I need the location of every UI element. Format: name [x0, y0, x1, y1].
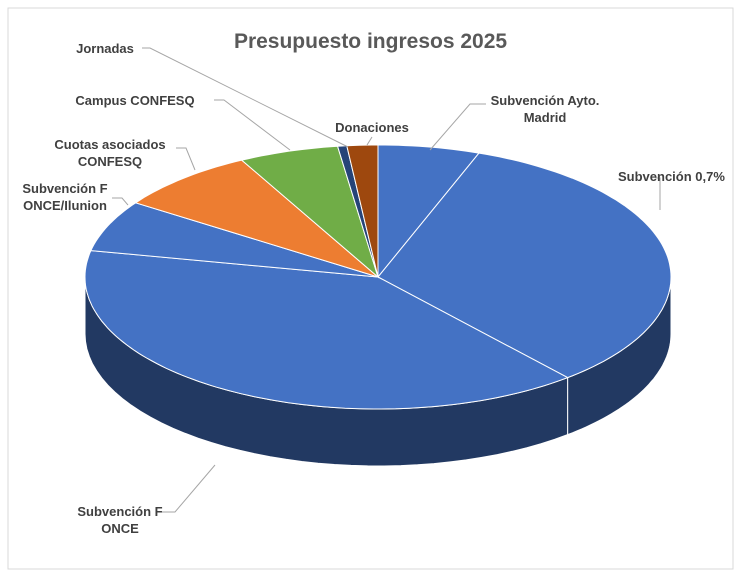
leader-line	[214, 99, 291, 151]
slice-label: Campus CONFESQ	[75, 93, 195, 108]
slice-label: Donaciones	[335, 120, 409, 135]
slice-label: Subvención F ONCE	[77, 504, 163, 536]
slice	[84, 250, 569, 410]
slice	[134, 159, 379, 278]
slice-label: Jornadas	[76, 41, 134, 56]
slice-label: Cuotas asociados CONFESQ	[54, 137, 166, 169]
slice	[240, 145, 379, 279]
slice	[346, 144, 379, 278]
leader-line	[429, 103, 486, 151]
leader-line	[176, 147, 196, 171]
leader-line	[366, 136, 373, 146]
leader-line	[112, 197, 129, 206]
slice	[377, 144, 480, 279]
slice-label: Subvención F ONCE/Ilunion	[22, 181, 108, 213]
pie	[84, 144, 672, 467]
leader-lines	[112, 47, 661, 513]
slice	[90, 202, 379, 278]
slice-label: Subvención Ayto. Madrid	[490, 93, 600, 125]
leader-line	[158, 464, 216, 513]
slice-label: Subvención 0,7%	[618, 169, 725, 184]
slice	[377, 152, 672, 379]
chart-title: Presupuesto ingresos 2025	[233, 30, 508, 53]
leader-line	[655, 177, 661, 210]
chart-border	[7, 7, 734, 570]
leader-line	[142, 47, 349, 148]
